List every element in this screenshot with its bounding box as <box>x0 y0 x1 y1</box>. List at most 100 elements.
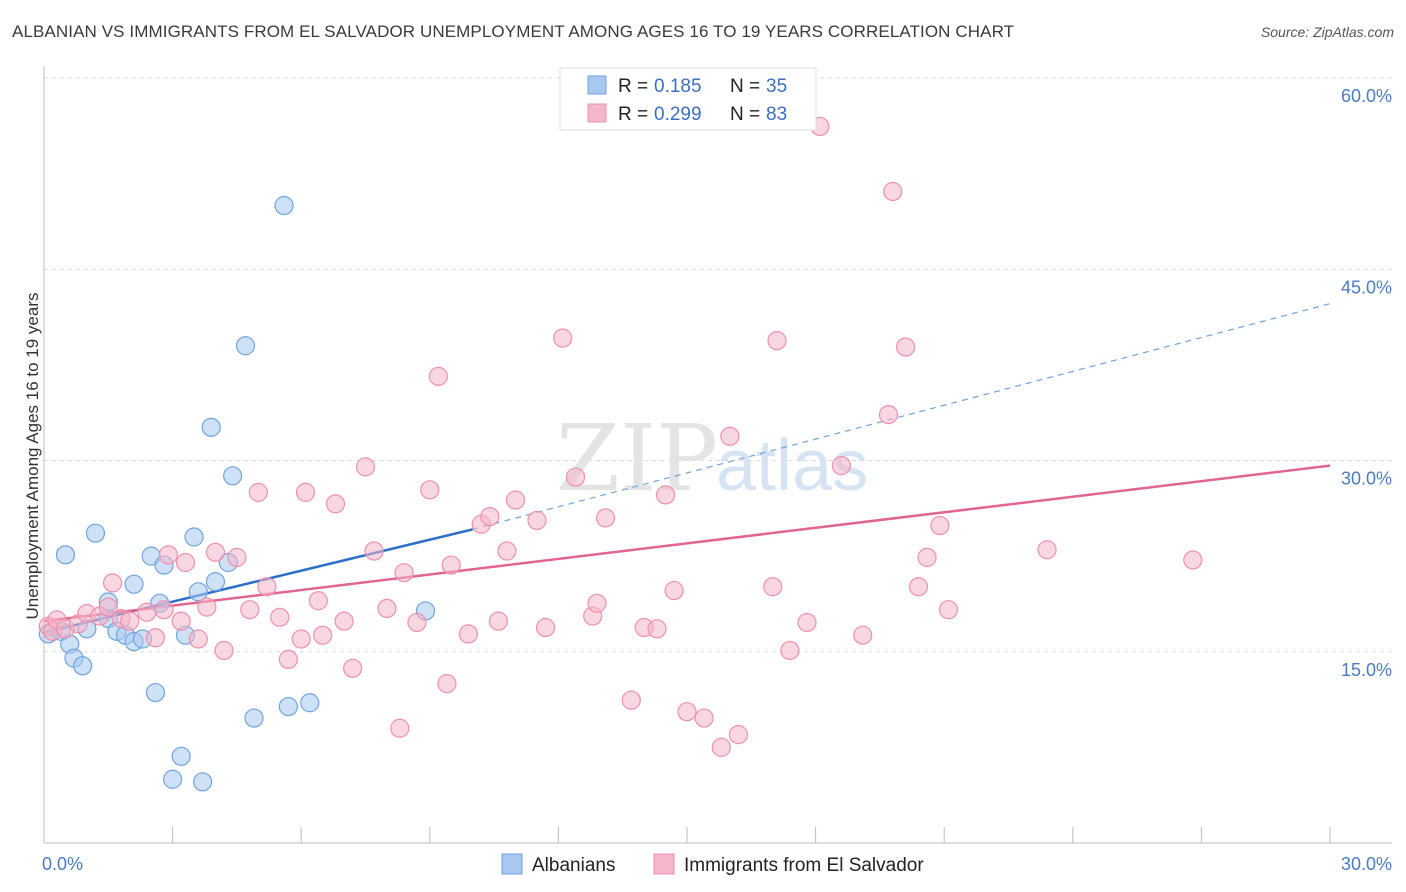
el-salvador-point <box>664 580 684 601</box>
albanian-point <box>235 336 256 356</box>
y-tick-label: 45.0% <box>1341 277 1392 297</box>
legend-n-label: N = <box>730 76 760 97</box>
el-salvador-point <box>480 506 500 527</box>
el-salvador-point <box>831 456 851 476</box>
el-salvador-point <box>763 577 783 597</box>
x-tick-label: 0.0% <box>42 854 83 874</box>
el-salvador-point <box>334 611 354 631</box>
el-salvador-point <box>137 602 157 622</box>
el-salvador-point <box>488 611 508 631</box>
data-points <box>38 116 1203 792</box>
el-salvador-point <box>197 597 217 617</box>
el-salvador-point <box>655 485 676 505</box>
el-salvador-point <box>565 467 586 487</box>
el-salvador-point <box>295 482 316 502</box>
el-salvador-point <box>98 597 118 617</box>
el-salvador-point <box>355 457 376 477</box>
legend-r-value: 0.299 <box>654 104 702 125</box>
legend-r-label: R = <box>618 104 648 125</box>
el-salvador-point <box>458 624 478 644</box>
el-salvador-trend-line <box>43 464 1331 623</box>
el-salvador-point <box>938 600 959 620</box>
legend-n-label: N = <box>730 104 760 125</box>
albanian-point <box>85 523 106 543</box>
el-salvador-point <box>878 405 899 425</box>
bottom-legend-label-albanians: Albanians <box>532 855 615 876</box>
el-salvador-point <box>308 591 328 611</box>
el-salvador-point <box>908 577 929 597</box>
y-tick-label: 15.0% <box>1341 660 1392 680</box>
el-salvador-point <box>497 541 517 561</box>
el-salvador-point <box>291 629 311 649</box>
x-tick-label: 30.0% <box>1341 854 1392 874</box>
albanian-point <box>145 682 166 703</box>
el-salvador-point <box>797 612 817 633</box>
el-salvador-point <box>120 611 140 631</box>
el-salvador-point <box>394 563 414 583</box>
el-salvador-point <box>587 593 607 613</box>
el-salvador-point <box>437 674 457 694</box>
chart-title: ALBANIAN VS IMMIGRANTS FROM EL SALVADOR … <box>12 22 1015 41</box>
bottom-legend-swatch-el-salvador <box>653 853 675 875</box>
el-salvador-point <box>930 515 950 536</box>
albanian-point <box>223 466 243 486</box>
el-salvador-point <box>883 181 903 202</box>
el-salvador-point <box>853 625 873 645</box>
el-salvador-point <box>313 625 333 645</box>
watermark-zip: ZIP <box>556 405 718 512</box>
albanian-point <box>124 574 144 594</box>
series-legend: Albanians Immigrants from El Salvador <box>501 853 924 876</box>
albanian-point <box>188 582 208 602</box>
el-salvador-point <box>377 598 397 619</box>
el-salvador-point <box>407 612 427 633</box>
el-salvador-point <box>248 482 268 502</box>
tick-labels: 15.0% 30.0% 45.0% 60.0% 0.0% 30.0% <box>42 86 1392 874</box>
el-salvador-point <box>917 547 937 568</box>
legend-r-value: 0.185 <box>654 76 702 97</box>
el-salvador-point <box>780 640 800 661</box>
el-salvador-point <box>175 552 196 573</box>
el-salvador-point <box>505 490 526 510</box>
legend-n-value: 35 <box>766 76 787 97</box>
albanian-point <box>184 527 204 547</box>
albanian-point <box>205 572 226 592</box>
el-salvador-point <box>595 508 616 528</box>
el-salvador-point <box>325 494 346 514</box>
el-salvador-point <box>270 607 290 627</box>
el-salvador-point <box>428 366 448 386</box>
el-salvador-point <box>420 480 440 500</box>
el-salvador-point <box>1183 550 1203 570</box>
axes <box>43 66 1392 844</box>
el-salvador-point <box>343 658 363 678</box>
albanian-point <box>278 696 298 717</box>
albanian-point <box>163 769 183 789</box>
el-salvador-point <box>154 600 174 620</box>
el-salvador-point <box>767 331 787 351</box>
el-salvador-point <box>214 640 234 661</box>
el-salvador-point <box>240 600 260 620</box>
albanian-point <box>274 195 294 216</box>
el-salvador-point <box>102 573 123 593</box>
el-salvador-point <box>145 628 166 648</box>
el-salvador-point <box>527 510 547 531</box>
el-salvador-point <box>535 617 556 638</box>
bottom-legend-label-el-salvador: Immigrants from El Salvador <box>684 855 924 876</box>
albanian-point <box>193 772 213 792</box>
el-salvador-point <box>553 328 573 348</box>
albanian-point <box>300 693 320 713</box>
albanian-point <box>55 545 76 565</box>
el-salvador-point <box>278 649 298 670</box>
legend-swatch-albanians <box>587 75 607 95</box>
legend-swatch-el-salvador <box>587 103 607 123</box>
albanian-point <box>171 746 191 766</box>
el-salvador-point <box>720 426 740 446</box>
el-salvador-point <box>158 545 178 565</box>
el-salvador-point <box>647 619 667 639</box>
el-salvador-point <box>711 737 731 757</box>
el-salvador-point <box>694 708 714 728</box>
legend-r-label: R = <box>618 76 648 97</box>
correlation-legend: R = 0.185 N = 35 R = 0.299 N = 83 <box>559 67 817 131</box>
el-salvador-point <box>205 542 226 562</box>
source-label: Source: ZipAtlas.com <box>1260 24 1394 40</box>
y-axis-label: Unemployment Among Ages 16 to 19 years <box>23 293 42 620</box>
